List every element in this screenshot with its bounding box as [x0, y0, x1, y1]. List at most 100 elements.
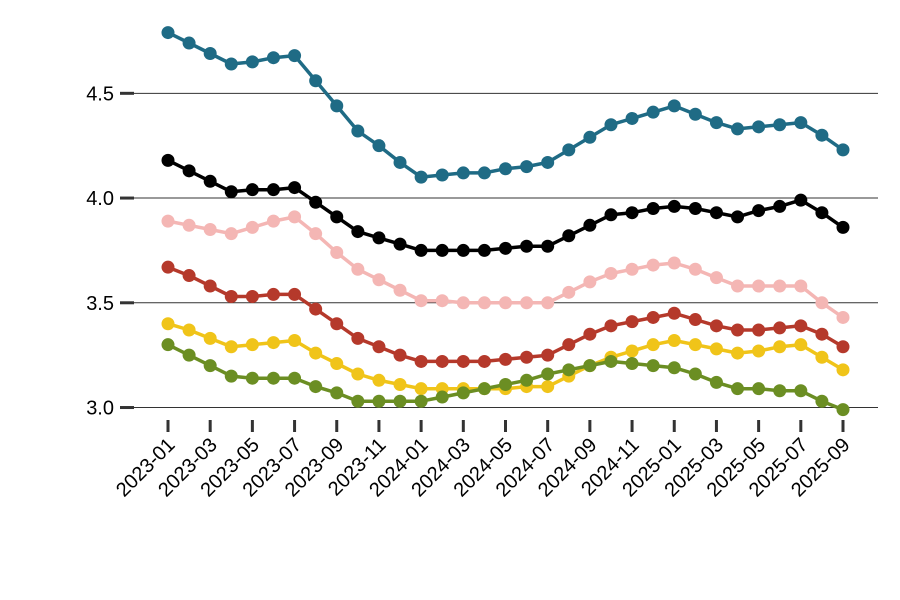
data-point [477, 296, 491, 310]
series-1 [161, 26, 850, 184]
series-2 [161, 153, 850, 257]
data-point [414, 354, 428, 368]
data-point [794, 384, 808, 398]
data-point [794, 319, 808, 333]
data-point [288, 371, 302, 385]
data-point [435, 294, 449, 308]
data-point [773, 199, 787, 213]
data-point [731, 210, 745, 224]
data-point [709, 342, 723, 356]
data-point [309, 195, 323, 209]
data-point [520, 350, 534, 364]
data-point [562, 338, 576, 352]
data-point [731, 279, 745, 293]
data-point [752, 204, 766, 218]
data-point [414, 294, 428, 308]
data-point [203, 222, 217, 236]
data-point [266, 51, 280, 65]
data-point [646, 310, 660, 324]
data-point [372, 373, 386, 387]
data-point [583, 359, 597, 373]
data-point [541, 155, 555, 169]
data-point [731, 382, 745, 396]
y-tick-label: 3.0 [86, 398, 114, 420]
data-point [583, 275, 597, 289]
data-point [161, 317, 175, 331]
data-point [161, 260, 175, 274]
data-point [604, 118, 618, 132]
data-point [203, 359, 217, 373]
data-point [646, 359, 660, 373]
data-point [604, 266, 618, 280]
data-point [646, 258, 660, 272]
data-point [266, 183, 280, 197]
data-point [646, 202, 660, 216]
data-point [266, 371, 280, 385]
data-point [393, 237, 407, 251]
data-point [646, 338, 660, 352]
data-point [351, 124, 365, 138]
data-point [182, 348, 196, 362]
data-point [688, 107, 702, 121]
data-point [773, 340, 787, 354]
data-point [245, 338, 259, 352]
x-axis: 2023-012023-032023-052023-072023-092023-… [112, 420, 855, 501]
data-point [182, 269, 196, 283]
data-point [520, 239, 534, 253]
data-point [625, 262, 639, 276]
y-tick-label: 4.0 [86, 188, 114, 210]
data-point [414, 394, 428, 408]
data-point [667, 333, 681, 347]
data-point [836, 403, 850, 417]
data-point [499, 377, 512, 391]
data-point [815, 350, 829, 364]
data-point [330, 386, 344, 400]
data-point [709, 116, 723, 130]
data-point [794, 193, 808, 207]
data-point [351, 225, 365, 239]
data-point [288, 49, 302, 63]
data-point [224, 185, 238, 199]
y-tick-label: 3.5 [86, 293, 114, 315]
data-point [266, 287, 280, 301]
data-point [752, 279, 766, 293]
data-point [161, 214, 175, 228]
data-point [604, 319, 618, 333]
data-point [182, 164, 196, 178]
data-point [456, 243, 470, 257]
y-axis: 3.0 3.5 4.0 4.5 [86, 83, 134, 420]
data-point [456, 166, 470, 180]
data-point [604, 208, 618, 222]
data-point [245, 220, 259, 234]
data-point [667, 361, 681, 375]
data-point [309, 380, 323, 394]
data-point [372, 231, 386, 245]
data-point [224, 57, 238, 71]
series-group [161, 26, 850, 417]
data-point [520, 160, 534, 174]
data-point [414, 382, 428, 396]
data-point [393, 155, 407, 169]
data-point [330, 317, 344, 331]
data-point [414, 170, 428, 184]
data-point [541, 348, 555, 362]
data-point [372, 273, 386, 287]
data-point [752, 323, 766, 337]
data-point [583, 130, 597, 144]
data-point [625, 206, 639, 220]
data-point [288, 181, 302, 195]
data-point [562, 363, 576, 377]
data-point [625, 315, 639, 329]
data-point [667, 256, 681, 270]
data-point [583, 327, 597, 341]
data-point [836, 363, 850, 377]
data-point [562, 143, 576, 157]
data-point [393, 377, 407, 391]
data-point [288, 210, 302, 224]
data-point [161, 338, 175, 352]
data-point [709, 319, 723, 333]
data-point [499, 352, 512, 366]
data-point [330, 210, 344, 224]
data-point [414, 243, 428, 257]
data-point [709, 206, 723, 220]
